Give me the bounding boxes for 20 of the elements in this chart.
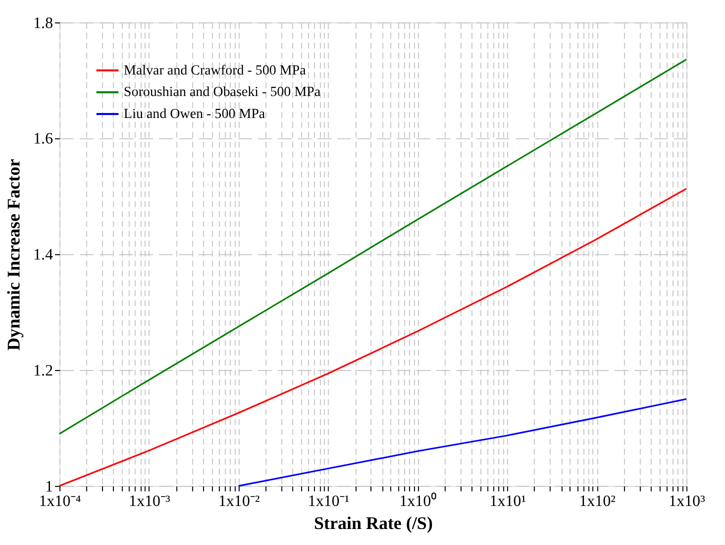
x-tick-label: 1x10³	[668, 493, 706, 510]
legend-label: Malvar and Crawford - 500 MPa	[124, 62, 306, 78]
y-tick-label: 1.4	[33, 246, 54, 264]
x-tick-label: 1x10⁻⁴	[38, 493, 82, 510]
x-tick-label: 1x10²	[579, 493, 616, 510]
line-series	[238, 398, 688, 487]
y-tick-label: 1.8	[33, 14, 54, 32]
y-tick-label: 1.2	[33, 362, 54, 380]
x-tick-label: 1x10⁰	[399, 492, 438, 510]
legend-label: Liu and Owen - 500 MPa	[124, 106, 266, 121]
y-tick-label: 1.6	[33, 130, 54, 148]
x-tick-label: 1x10⁻²	[218, 493, 260, 510]
y-tick-label: 1	[45, 478, 53, 496]
y-axis-title: Dynamic Increase Factor	[3, 158, 24, 350]
x-axis-title: Strain Rate (/S)	[314, 513, 433, 533]
legend-label: Soroushian and Obaseki - 500 MPa	[124, 84, 321, 100]
x-tick-label: 1x10⁻³	[128, 493, 170, 510]
line-series	[58, 58, 688, 435]
x-tick-label: 1x10¹	[490, 493, 526, 510]
x-tick-label: 1x10⁻¹	[308, 493, 350, 510]
